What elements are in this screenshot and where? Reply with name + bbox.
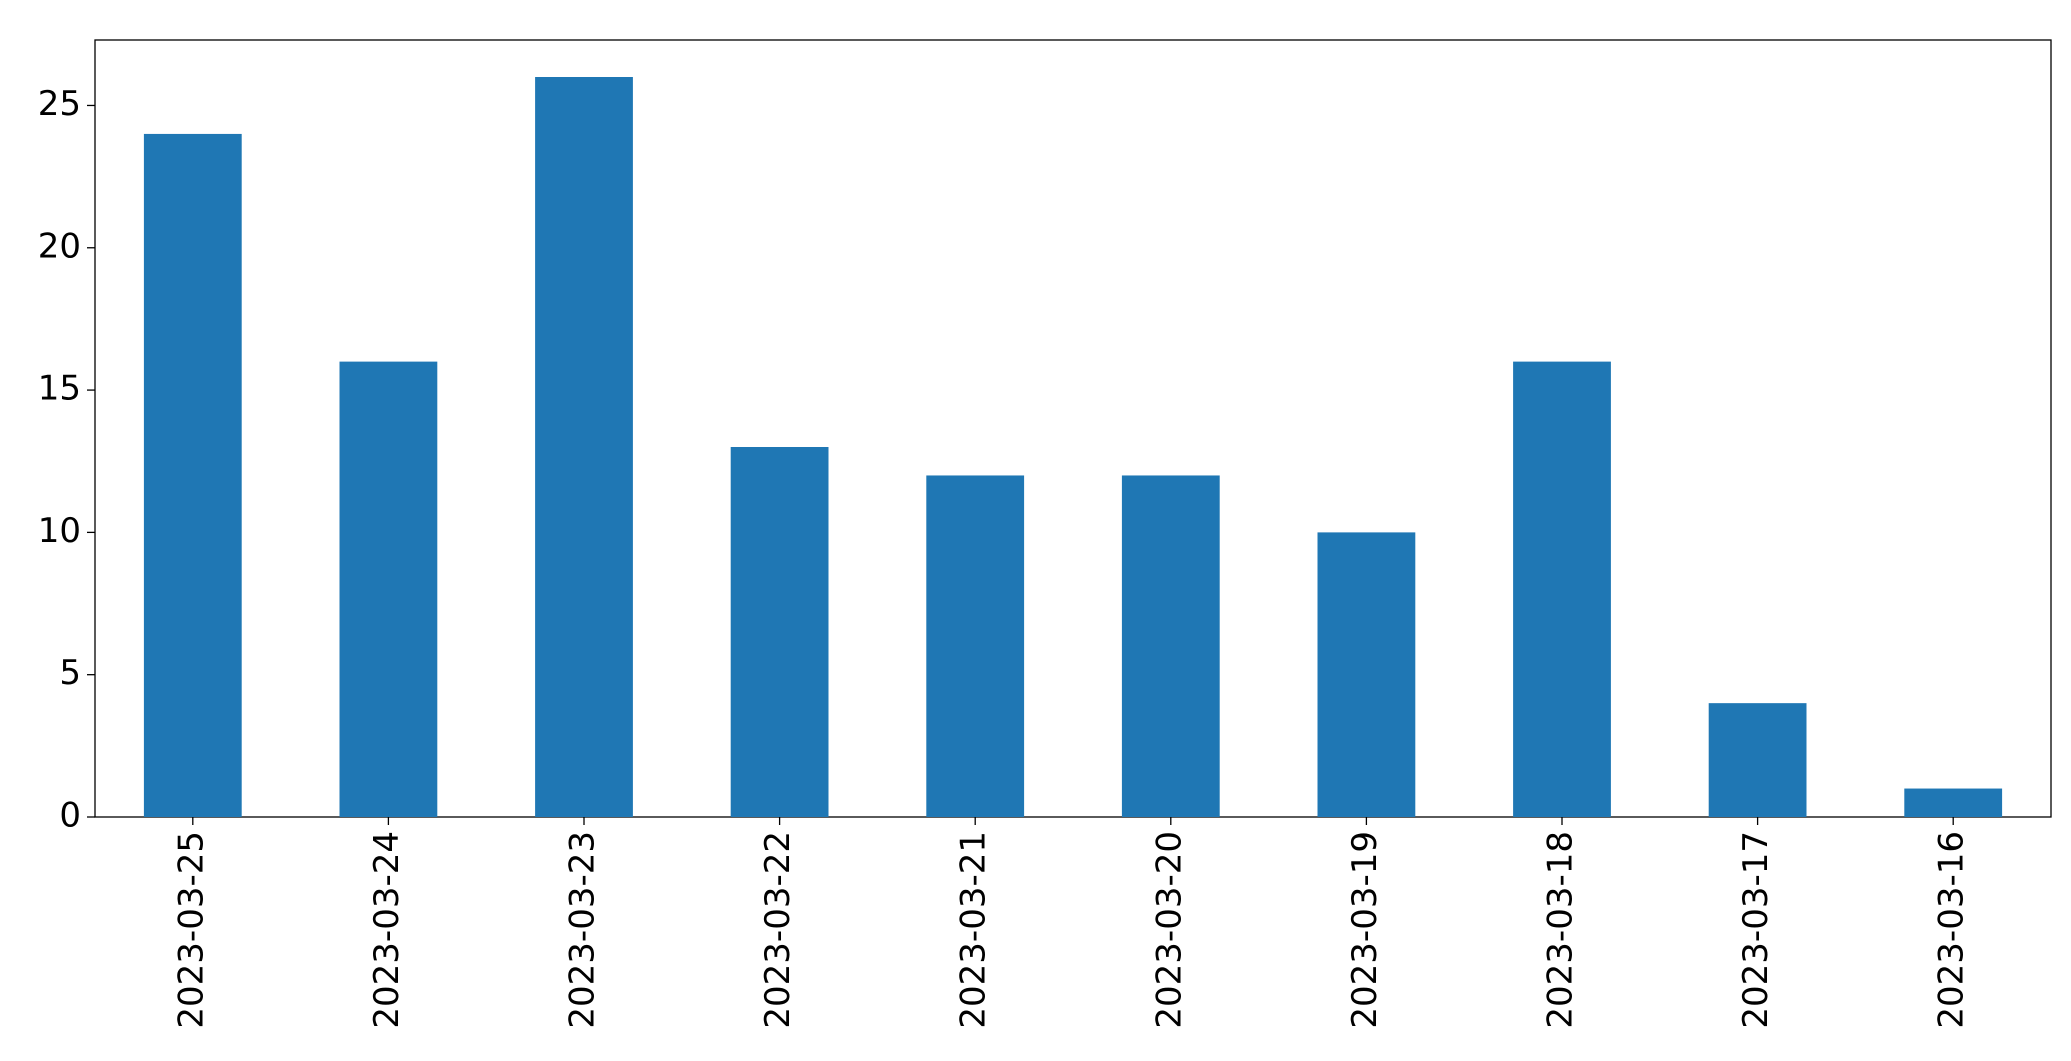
y-tick-label: 10 [38, 511, 81, 551]
y-tick-label: 5 [59, 653, 81, 693]
bar [143, 133, 242, 817]
x-tick-label: 2023-03-23 [563, 831, 603, 1029]
bar [730, 447, 829, 817]
bar [1708, 703, 1807, 817]
x-tick-label: 2023-03-21 [954, 831, 994, 1029]
bar [1121, 475, 1220, 817]
x-tick-label: 2023-03-25 [171, 831, 211, 1029]
bar [535, 77, 633, 817]
x-tick-label: 2023-03-19 [1345, 831, 1385, 1029]
bar [1317, 532, 1416, 817]
x-tick-label: 2023-03-18 [1541, 831, 1581, 1029]
x-tick-label: 2023-03-20 [1149, 831, 1189, 1029]
bar [1904, 788, 2003, 817]
y-tick-label: 20 [38, 226, 81, 266]
bar [339, 361, 438, 817]
bar [1513, 361, 1611, 817]
x-tick-label: 2023-03-17 [1736, 831, 1776, 1029]
x-tick-label: 2023-03-22 [758, 831, 798, 1029]
y-tick-label: 0 [59, 796, 81, 836]
bar [926, 475, 1025, 817]
x-tick-label: 2023-03-24 [367, 831, 407, 1029]
plot-frame [94, 39, 2052, 818]
x-tick-label: 2023-03-16 [1932, 831, 1972, 1029]
y-tick-label: 25 [38, 84, 81, 124]
y-tick-label: 15 [38, 369, 81, 409]
